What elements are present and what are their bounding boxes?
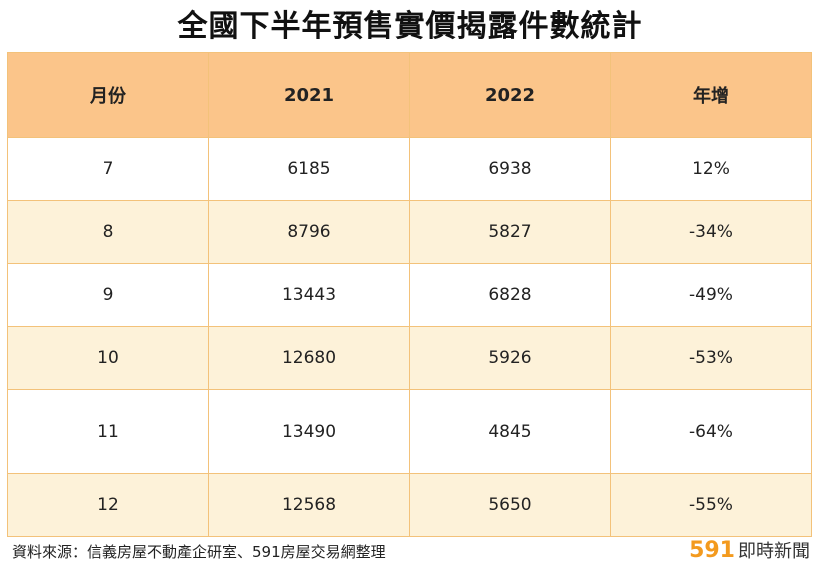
cell-yoy: -55% — [610, 473, 812, 537]
cell-2022: 6828 — [409, 263, 611, 327]
cell-2022: 4845 — [409, 389, 611, 474]
cell-yoy: -53% — [610, 326, 812, 390]
cell-2022: 5926 — [409, 326, 611, 390]
cell-yoy: -64% — [610, 389, 812, 474]
cell-2022: 6938 — [409, 137, 611, 201]
cell-2021: 8796 — [208, 200, 410, 264]
cell-yoy: 12% — [610, 137, 812, 201]
cell-2022: 5827 — [409, 200, 611, 264]
table-row: 8 8796 5827 -34% — [7, 200, 812, 264]
cell-2022: 5650 — [409, 473, 611, 537]
cell-month: 7 — [7, 137, 209, 201]
stats-table: 月份 2021 2022 年增 7 6185 6938 12% 8 8796 5… — [7, 52, 812, 537]
brand-number: 591 — [689, 538, 735, 563]
column-header-2021: 2021 — [208, 52, 410, 138]
table-row: 7 6185 6938 12% — [7, 137, 812, 201]
cell-yoy: -34% — [610, 200, 812, 264]
cell-2021: 13490 — [208, 389, 410, 474]
cell-2021: 12568 — [208, 473, 410, 537]
brand-text: 即時新聞 — [738, 541, 810, 562]
column-header-yoy: 年增 — [610, 52, 812, 138]
page-title: 全國下半年預售實價揭露件數統計 — [177, 9, 643, 44]
source-note: 資料來源：信義房屋不動產企研室、591房屋交易網整理 — [12, 543, 386, 561]
cell-2021: 13443 — [208, 263, 410, 327]
brand-logo: 591 即時新聞 — [689, 536, 810, 566]
column-header-2022: 2022 — [409, 52, 611, 138]
cell-yoy: -49% — [610, 263, 812, 327]
cell-2021: 6185 — [208, 137, 410, 201]
cell-month: 8 — [7, 200, 209, 264]
column-header-month: 月份 — [7, 52, 209, 138]
table-row: 12 12568 5650 -55% — [7, 473, 812, 537]
cell-month: 10 — [7, 326, 209, 390]
cell-2021: 12680 — [208, 326, 410, 390]
table-row: 9 13443 6828 -49% — [7, 263, 812, 327]
table-header-row: 月份 2021 2022 年增 — [7, 52, 812, 138]
cell-month: 9 — [7, 263, 209, 327]
table-row: 11 13490 4845 -64% — [7, 389, 812, 474]
table-row: 10 12680 5926 -53% — [7, 326, 812, 390]
cell-month: 11 — [7, 389, 209, 474]
cell-month: 12 — [7, 473, 209, 537]
